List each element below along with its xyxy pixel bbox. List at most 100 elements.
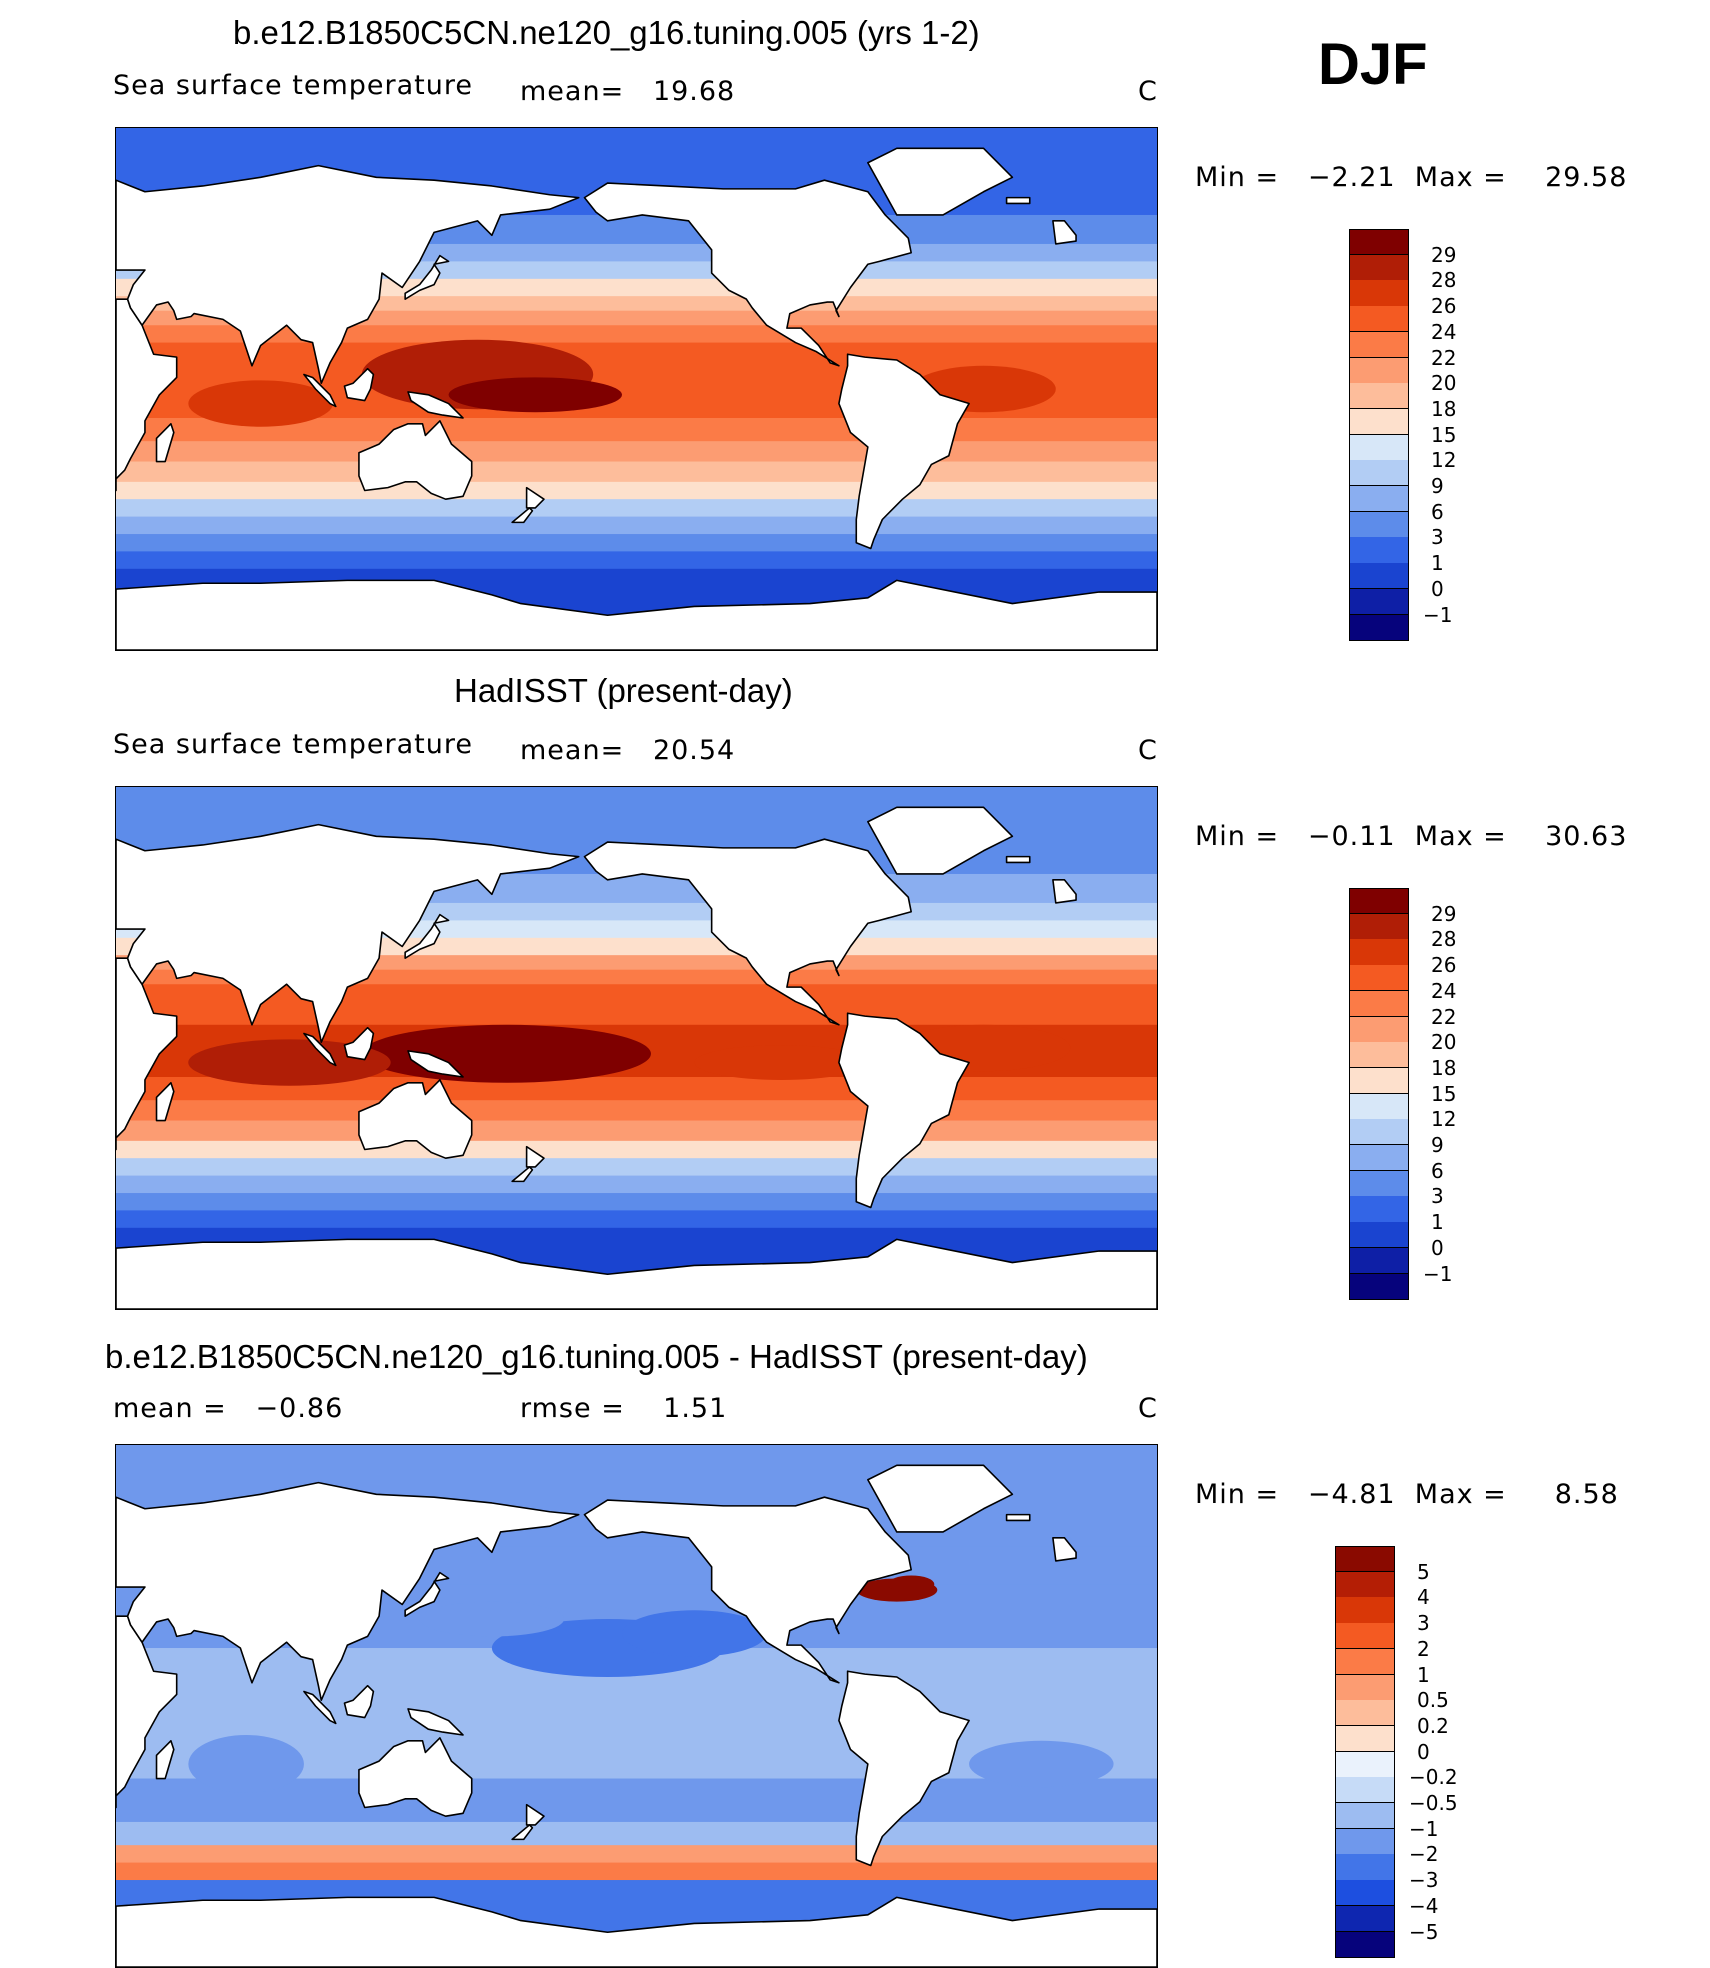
colorbar-swatch [1349, 563, 1409, 590]
landmass-borneo [343, 1684, 375, 1719]
colorbar-label: 0.2 [1417, 1713, 1449, 1738]
sst-band [116, 1140, 1157, 1159]
colorbar-label: 1 [1431, 1210, 1444, 1235]
units-label: C [1138, 1393, 1158, 1424]
colorbar-label: 12 [1431, 448, 1457, 473]
colorbar-label: 4 [1417, 1585, 1430, 1610]
sst-band [116, 1120, 1157, 1142]
colorbar-swatch [1349, 1222, 1409, 1249]
sst-band [116, 551, 1157, 570]
landmass-eurasia [116, 164, 580, 385]
colorbar-swatch [1349, 1273, 1409, 1300]
colorbar-swatch [1349, 537, 1409, 564]
colorbar-label: 1 [1431, 551, 1444, 576]
colorbar-swatch [1335, 1854, 1395, 1881]
colorbar-label: 22 [1431, 345, 1457, 370]
colorbar-label: 20 [1431, 1030, 1457, 1055]
colorbar-label: 20 [1431, 371, 1457, 396]
colorbar-label: 2 [1417, 1636, 1430, 1661]
colorbar-swatch [1349, 913, 1409, 940]
landmass-greenland [867, 1464, 1014, 1533]
landmass-nz-south [511, 507, 534, 524]
colorbar-swatch [1335, 1623, 1395, 1650]
colorbar-label: 28 [1431, 268, 1457, 293]
landmass-australia [358, 420, 473, 500]
landmass-australia [358, 1737, 473, 1817]
minmax-label: Min = −0.11 Max = 30.63 [1195, 821, 1628, 852]
colorbar-swatch [1349, 1093, 1409, 1120]
units-label: C [1138, 735, 1158, 766]
colorbar-swatch [1335, 1828, 1395, 1855]
sst-band [116, 1821, 1157, 1846]
colorbar-swatch [1349, 254, 1409, 281]
colorbar-swatch [1349, 408, 1409, 436]
colorbar-label: 3 [1417, 1611, 1430, 1636]
landmass-s-america [838, 1670, 970, 1867]
colorbar-label: −1 [1423, 602, 1453, 627]
colorbar-swatch [1349, 1042, 1409, 1069]
minmax-label: Min = −4.81 Max = 8.58 [1195, 1479, 1619, 1510]
colorbar-label: 5 [1417, 1559, 1430, 1584]
colorbar-label: 9 [1431, 474, 1444, 498]
colorbar-label: 6 [1431, 1158, 1444, 1183]
colorbar-label: −0.5 [1409, 1791, 1458, 1815]
landmass-madagascar [155, 1739, 175, 1780]
colorbar-label: −3 [1409, 1868, 1439, 1893]
landmass-sumatra [303, 1690, 337, 1725]
sst-band [116, 984, 1157, 1003]
colorbar-swatch [1335, 1751, 1395, 1778]
colorbar-swatch [1349, 434, 1409, 461]
landmass-sumatra [303, 373, 337, 408]
landmass-madagascar [155, 422, 175, 463]
season-label: DJF [1318, 32, 1428, 97]
minmax-label: Min = −2.21 Max = 29.58 [1195, 162, 1628, 193]
colorbar-label: −2 [1409, 1842, 1439, 1867]
colorbar-swatch [1335, 1905, 1395, 1932]
landmass-new-guinea [407, 1050, 464, 1078]
sst-band [116, 342, 1157, 367]
landmass-antarctica [116, 1896, 1157, 1967]
colorbar-label: 15 [1431, 1081, 1457, 1106]
colorbar-label: −1 [1423, 1261, 1453, 1286]
colorbar-label: 3 [1431, 525, 1444, 550]
colorbar-swatch [1349, 1196, 1409, 1223]
landmass-japan [404, 254, 450, 300]
map-diff [115, 1444, 1158, 1968]
landmass-eurasia [116, 823, 580, 1044]
panel-title: HadISST (present-day) [454, 672, 793, 709]
landmass-eurasia [116, 1481, 580, 1702]
landmass-new-zealand [525, 1145, 545, 1168]
colorbar-swatch [1349, 939, 1409, 966]
mean-label: mean= 20.54 [520, 735, 736, 766]
sst-band [116, 481, 1157, 500]
landmass-borneo [343, 367, 375, 402]
mean-label: mean= 19.68 [520, 76, 736, 107]
landmass-s-america [838, 353, 970, 550]
sst-anomaly-region [188, 1039, 391, 1086]
map-model [115, 127, 1158, 651]
colorbar-label: 0.5 [1417, 1688, 1449, 1713]
colorbar-swatch [1349, 306, 1409, 333]
variable-label: Sea surface temperature [113, 70, 473, 101]
sst-band [116, 1158, 1157, 1177]
colorbar-swatch [1349, 1119, 1409, 1146]
colorbar-label: −0.2 [1409, 1765, 1458, 1790]
landmass-iceland [1005, 196, 1031, 205]
variable-label: Sea surface temperature [113, 729, 473, 760]
landmass-nz-south [511, 1824, 534, 1841]
sst-band [116, 461, 1157, 483]
sst-band [116, 534, 1157, 553]
landmass-iceland [1005, 855, 1031, 864]
landmass-japan [404, 1571, 450, 1617]
landmass-britain [1052, 220, 1077, 245]
landmass-n-america [583, 179, 912, 367]
landmass-australia [358, 1079, 473, 1159]
colorbar-swatch [1335, 1880, 1395, 1907]
sst-band [116, 310, 1157, 326]
colorbar-swatch [1349, 588, 1409, 615]
sst-band [116, 1862, 1157, 1881]
colorbar-swatch [1349, 229, 1409, 256]
colorbar-swatch [1349, 1247, 1409, 1274]
colorbar-swatch [1335, 1674, 1395, 1701]
colorbar-swatch [1335, 1571, 1395, 1598]
